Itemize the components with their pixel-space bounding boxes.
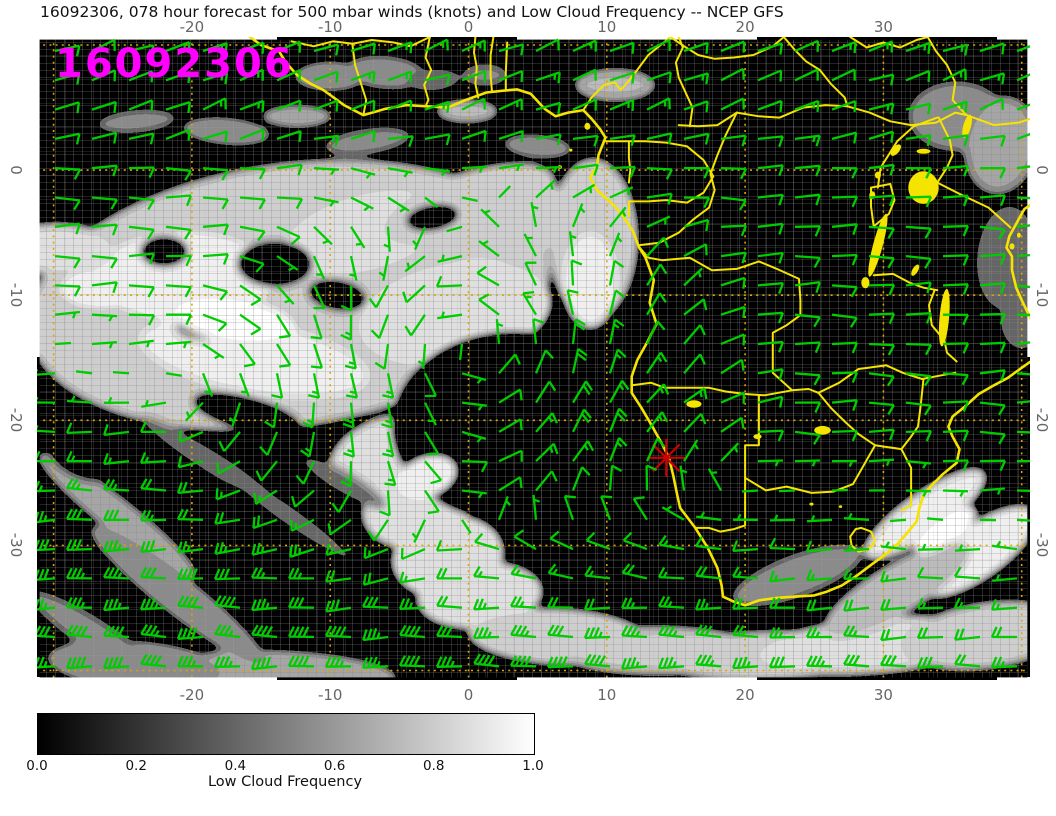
timestamp-overlay: 16092306 [55, 41, 294, 87]
x-tick-top: -10 [317, 18, 343, 36]
colorbar-tick: 0.8 [423, 758, 445, 774]
colorbar-label: Low Cloud Frequency [207, 774, 363, 790]
map-plot-area: 16092306 [37, 37, 1030, 680]
x-tick-bottom: 30 [873, 686, 893, 704]
x-tick-bottom: -10 [317, 686, 343, 704]
colorbar-tick: 0.0 [26, 758, 48, 774]
y-tick-left: -10 [7, 282, 25, 308]
colorbar-tick: 0.4 [224, 758, 247, 774]
colorbar-tick: 0.2 [125, 758, 147, 774]
colorbar-tick: 1.0 [522, 758, 544, 774]
x-tick-bottom: 20 [735, 686, 755, 704]
y-tick-right: -10 [1033, 282, 1051, 308]
y-tick-right: -30 [1033, 533, 1051, 558]
x-tick-bottom: -20 [179, 686, 205, 704]
x-tick-top: 10 [597, 18, 617, 36]
x-tick-top: 0 [463, 18, 474, 36]
colorbar-gradient [37, 713, 535, 755]
x-tick-bottom: 0 [463, 686, 474, 704]
colorbar-tick: 0.6 [323, 758, 346, 774]
cloud-frequency-layer [37, 37, 1030, 680]
y-tick-left: -30 [7, 533, 25, 558]
y-tick-right: -20 [1033, 408, 1051, 433]
y-tick-left: 0 [7, 165, 25, 175]
x-tick-top: 30 [873, 18, 893, 36]
x-tick-top: 20 [735, 18, 755, 36]
y-tick-right: 0 [1033, 165, 1051, 175]
x-tick-top: -20 [179, 18, 205, 36]
x-tick-bottom: 10 [597, 686, 617, 704]
wind-barbs-layer [37, 38, 1030, 671]
y-tick-left: -20 [7, 408, 25, 433]
page-title: 16092306, 078 hour forecast for 500 mbar… [40, 3, 784, 21]
coastline-grid-layer [37, 37, 1030, 680]
